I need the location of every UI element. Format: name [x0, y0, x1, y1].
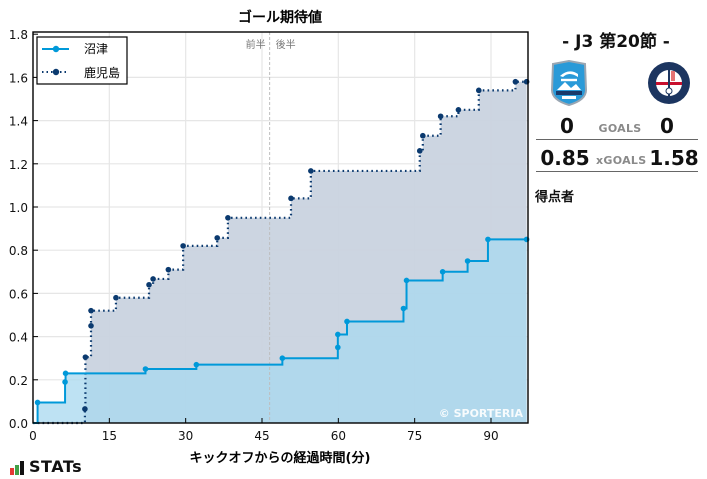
home-goals: 0 [560, 114, 574, 138]
y-tick-label: 1.2 [9, 158, 28, 172]
y-tick-label: 0.0 [9, 417, 28, 431]
xgoals-row: 0.85 xGOALS 1.58 [536, 145, 699, 172]
half-time-marker: 前半 後半 [246, 32, 296, 423]
away-xg: 1.58 [649, 146, 699, 170]
x-tick-label: 45 [254, 429, 269, 443]
x-axis-label: キックオフからの経過時間(分) [190, 450, 371, 466]
home-team-crest-icon [549, 59, 589, 107]
series-lines [33, 78, 530, 425]
home-xg: 0.85 [540, 146, 590, 170]
y-tick-label: 0.8 [9, 244, 28, 258]
stats-logo: STATs [10, 457, 82, 475]
chart-axes: 0 15 30 45 60 75 90 0.0 0.2 0.4 0.6 0.8 1.0 1.2 1.4 1.6… [9, 28, 499, 443]
chart-title: ゴール期待値 [238, 9, 322, 26]
watermark: © SPORTERIA [439, 407, 524, 420]
x-tick-label: 75 [407, 429, 422, 443]
goals-row: 0 GOALS 0 [536, 113, 698, 140]
plot-frame [32, 31, 529, 424]
first-half-label: 前半 [246, 38, 266, 51]
chart-legend: 沼津 鹿児島 [36, 36, 128, 85]
away-goals: 0 [660, 114, 674, 138]
y-tick-label: 0.6 [9, 287, 28, 301]
y-tick-label: 0.2 [9, 374, 28, 388]
x-tick-label: 60 [331, 429, 346, 443]
x-tick-label: 30 [178, 429, 193, 443]
scorers-label: 得点者 [535, 190, 575, 205]
y-tick-label: 1.0 [9, 201, 28, 215]
x-tick-label: 0 [29, 429, 37, 443]
x-tick-label: 90 [483, 429, 498, 443]
round-title: - J3 第20節 - [562, 32, 670, 52]
stats-bars-icon [10, 461, 25, 475]
y-tick-label: 0.4 [9, 331, 28, 345]
x-tick-label: 15 [102, 429, 117, 443]
y-tick-label: 1.4 [9, 115, 28, 129]
legend-marker-kagoshima-icon [52, 68, 60, 76]
goals-label: GOALS [598, 122, 642, 135]
legend-label-numazu: 沼津 [84, 42, 108, 56]
xgoals-label: xGOALS [596, 154, 647, 167]
legend-marker-numazu-icon [52, 45, 60, 53]
legend-label-kagoshima: 鹿児島 [84, 65, 120, 80]
stats-logo-text: STATs [29, 457, 83, 476]
y-tick-label: 1.8 [9, 28, 28, 42]
series-areas [33, 81, 527, 423]
y-tick-label: 1.6 [9, 71, 28, 85]
second-half-label: 後半 [276, 38, 296, 51]
away-team-crest-icon [647, 61, 691, 105]
